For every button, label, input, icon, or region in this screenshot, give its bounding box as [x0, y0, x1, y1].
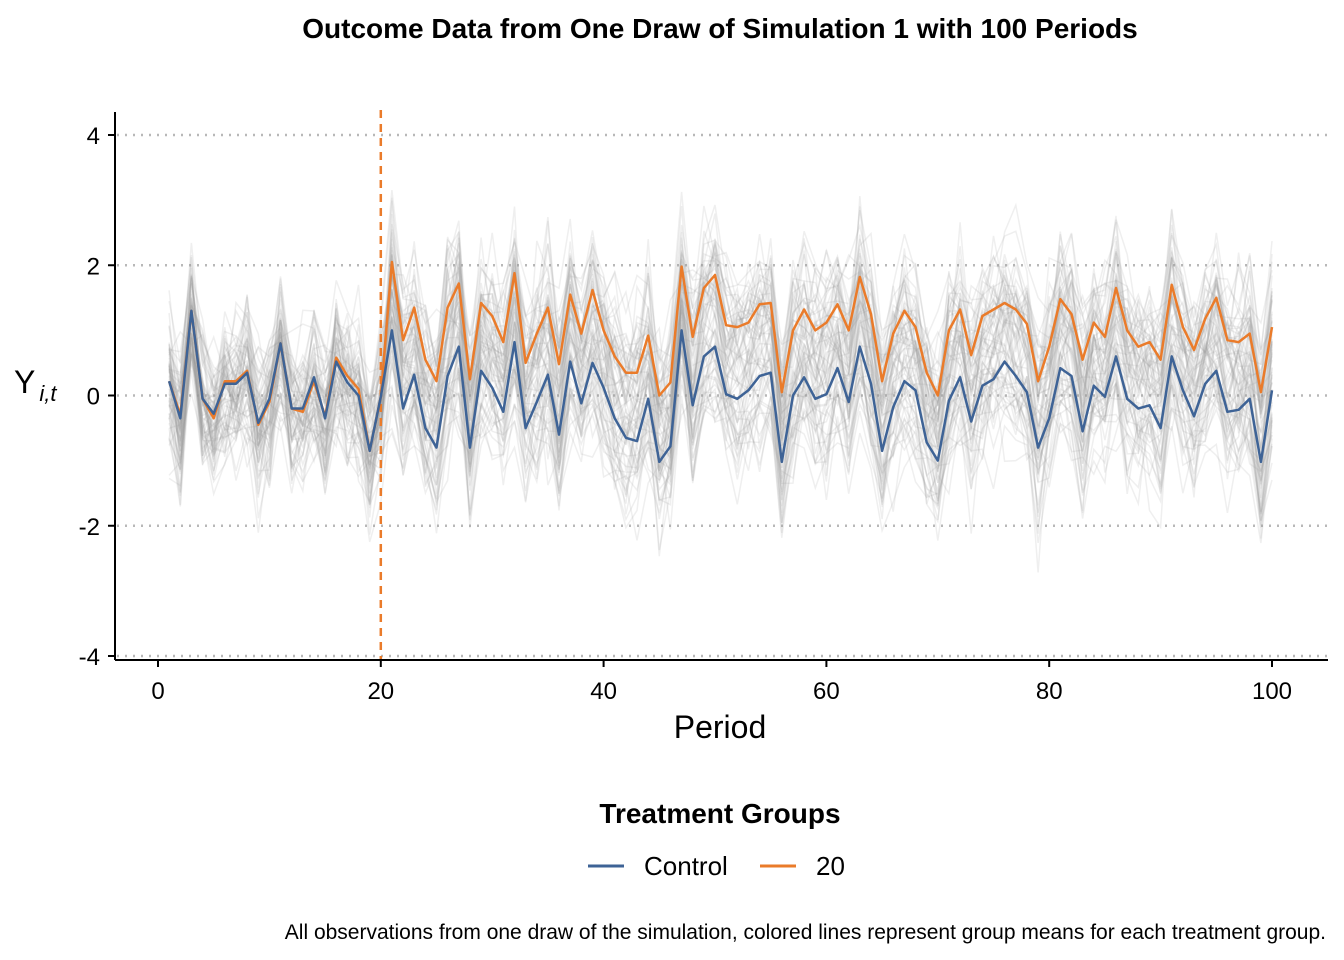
legend-title: Treatment Groups: [599, 798, 840, 829]
observation-line: [168, 317, 1273, 486]
series-line-control: [167, 309, 1274, 464]
observation-line: [168, 275, 1273, 457]
observation-line: [168, 309, 1273, 518]
observation-line: [168, 242, 1273, 454]
observation-line: [168, 267, 1273, 476]
y-tick-label: -4: [79, 644, 100, 671]
series-line-20: [167, 260, 1274, 453]
x-tick-label: 100: [1252, 678, 1292, 705]
observation-line: [168, 319, 1273, 573]
observation-line: [168, 278, 1273, 539]
y-tick-label: 2: [87, 253, 100, 280]
observation-line: [168, 306, 1273, 517]
observation-line: [168, 206, 1273, 412]
observation-line: [168, 243, 1273, 505]
legend-item-control: Control: [588, 851, 728, 881]
observation-line: [168, 322, 1273, 507]
legend-label-20: 20: [816, 851, 845, 881]
observation-line: [168, 237, 1273, 467]
observation-line: [168, 338, 1273, 544]
x-axis-ticks: 0 20 40 60 80 100: [151, 660, 1292, 705]
observation-line: [168, 290, 1273, 507]
observation-line: [168, 254, 1273, 470]
y-tick-label: -2: [79, 514, 100, 541]
observation-line: [168, 341, 1273, 544]
observation-line: [168, 267, 1273, 482]
observation-line: [168, 217, 1273, 416]
y-axis-ticks: 4 2 0 -2 -4: [79, 123, 115, 671]
y-tick-label: 4: [87, 123, 100, 150]
observation-line: [168, 347, 1273, 528]
legend-item-20: 20: [760, 851, 845, 881]
observation-line: [168, 229, 1273, 480]
observation-line: [168, 264, 1273, 478]
observation-line: [168, 255, 1273, 442]
x-tick-label: 40: [590, 678, 617, 705]
observation-line: [168, 331, 1273, 534]
observation-line: [168, 257, 1273, 508]
observation-line: [168, 319, 1273, 551]
observation-line: [168, 204, 1273, 452]
observation-line: [168, 259, 1273, 495]
x-tick-label: 60: [813, 678, 840, 705]
observation-line: [168, 340, 1273, 534]
observation-line: [168, 250, 1273, 495]
observation-line: [168, 334, 1273, 534]
observation-line: [168, 196, 1273, 459]
observation-line: [168, 206, 1273, 442]
x-axis-label: Period: [674, 709, 767, 745]
y-axis-label-main: Y: [14, 364, 35, 400]
observation-line: [168, 230, 1273, 493]
x-tick-label: 0: [151, 678, 164, 705]
observation-line: [168, 238, 1273, 455]
observation-line: [168, 215, 1273, 464]
observation-line: [168, 229, 1273, 487]
y-tick-label: 0: [87, 384, 100, 411]
observation-line: [168, 289, 1273, 497]
x-tick-label: 20: [367, 678, 394, 705]
group-mean-lines: [167, 260, 1274, 464]
individual-observation-lines: [168, 190, 1273, 573]
observation-line: [168, 291, 1273, 557]
legend-label-control: Control: [644, 851, 728, 881]
y-axis-label-subscript: i,t: [39, 381, 57, 406]
chart-caption: All observations from one draw of the si…: [285, 921, 1326, 944]
observation-line: [168, 252, 1273, 468]
chart-title: Outcome Data from One Draw of Simulation…: [302, 13, 1138, 44]
observation-line: [168, 191, 1273, 411]
x-tick-label: 80: [1036, 678, 1063, 705]
observation-line: [168, 252, 1273, 473]
observation-line: [168, 190, 1273, 442]
